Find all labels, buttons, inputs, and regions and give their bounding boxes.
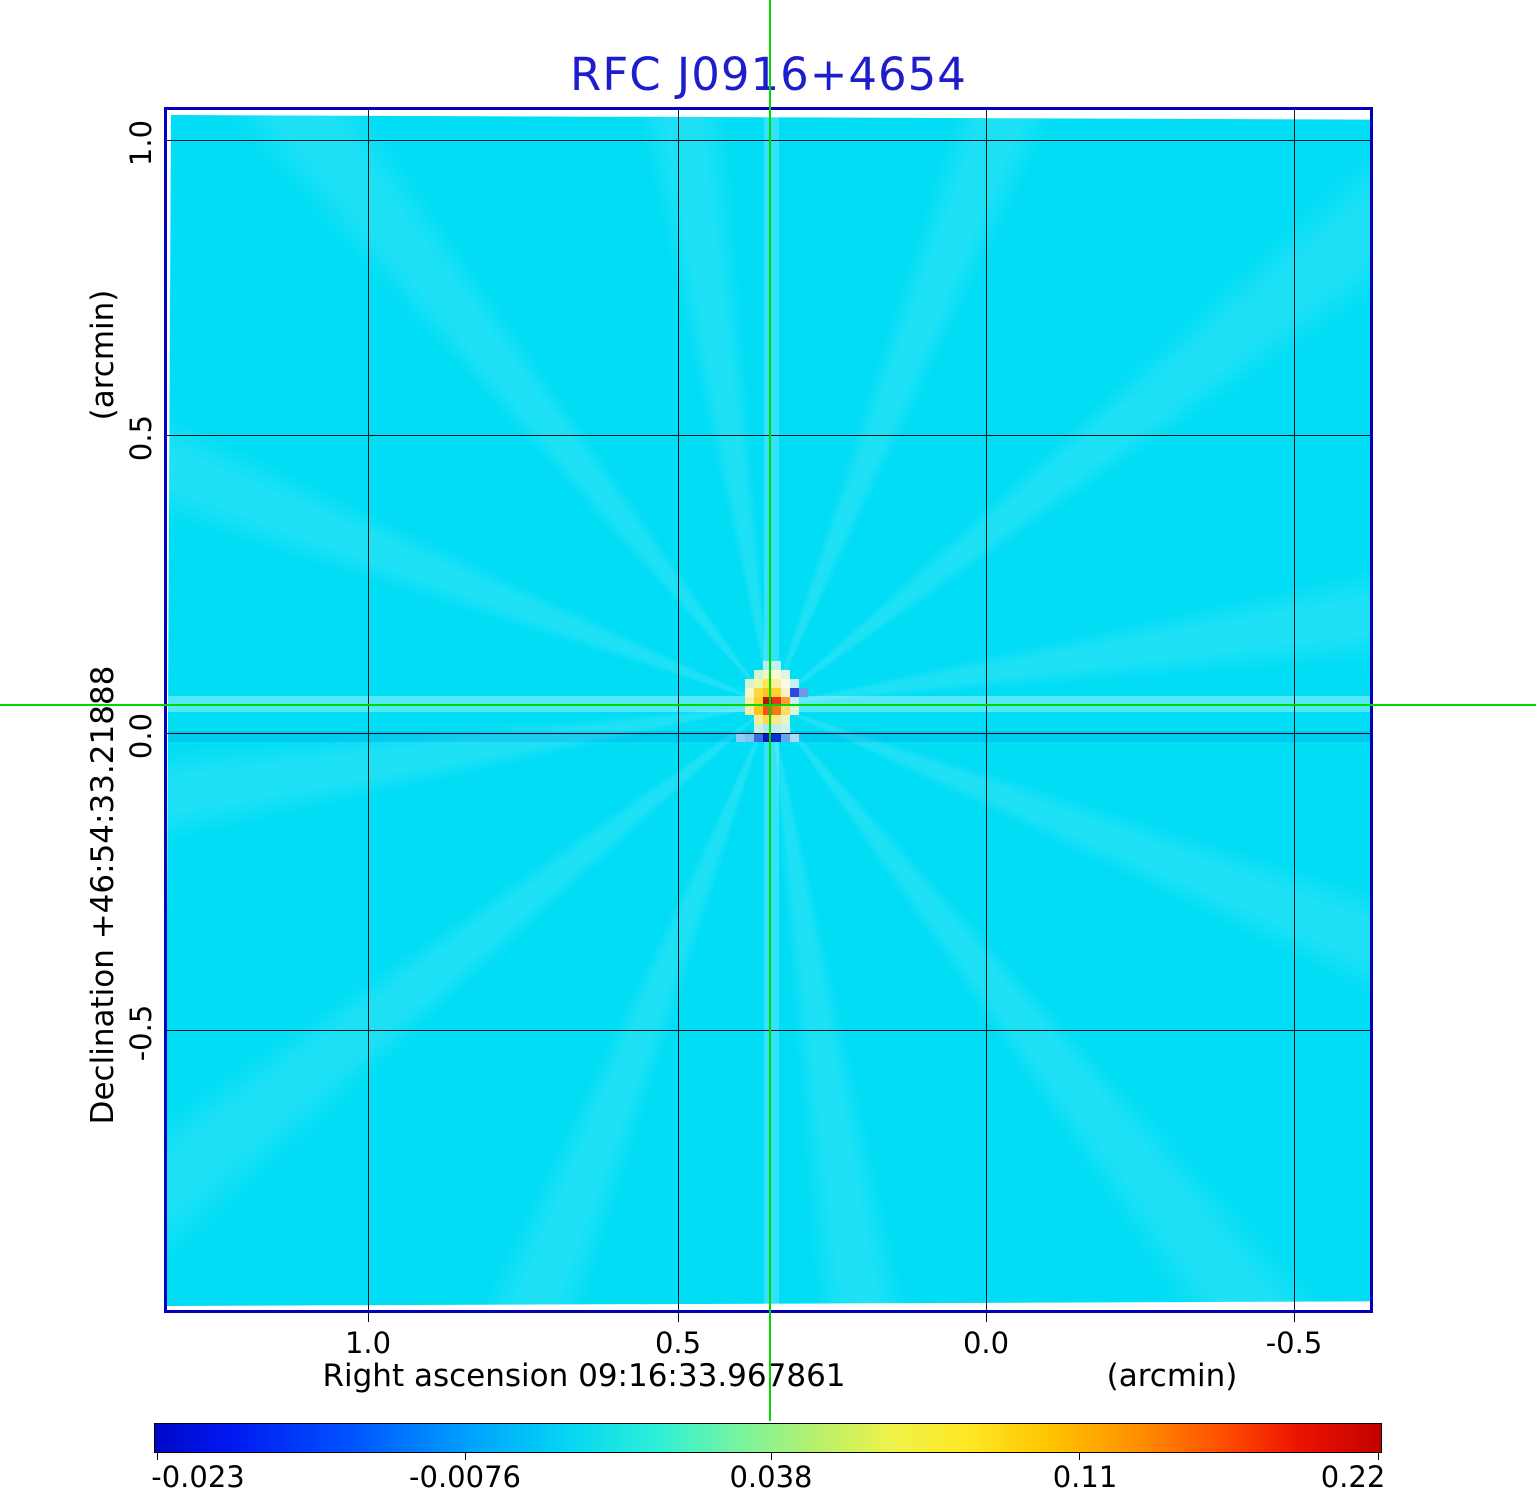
- source-pixel: [736, 733, 745, 742]
- source-pixel: [790, 733, 799, 742]
- x-tick-label: -0.5: [1265, 1326, 1323, 1360]
- source-pixel: [763, 670, 772, 679]
- horizontal-gridline: [167, 435, 1370, 436]
- source-pixel: [772, 688, 781, 697]
- source-pixel: [790, 706, 799, 715]
- x-axis-unit-label: (arcmin): [1106, 1358, 1238, 1394]
- source-pixel: [772, 715, 781, 724]
- source-pixel: [754, 724, 763, 733]
- y-tick-label: 0.5: [124, 414, 158, 462]
- source-pixel: [754, 688, 763, 697]
- central-source-blob: [736, 661, 808, 742]
- colorbar-tick-mark: [157, 1453, 158, 1460]
- colorbar-tick-mark: [1378, 1453, 1379, 1460]
- source-pixel: [781, 724, 790, 733]
- source-pixel: [781, 715, 790, 724]
- x-tick-mark: [368, 1313, 369, 1322]
- colorbar-tick-label: -0.0076: [409, 1460, 521, 1494]
- source-pixel: [772, 724, 781, 733]
- y-axis-unit-label: (arcmin): [85, 289, 121, 421]
- x-tick-mark: [678, 1313, 679, 1322]
- colorbar-tick-mark: [1079, 1453, 1080, 1460]
- source-pixel: [754, 697, 763, 706]
- source-pixel: [745, 679, 754, 688]
- colorbar-tick-mark: [771, 1453, 772, 1460]
- plot-frame: [164, 107, 1373, 1313]
- source-pixel: [763, 688, 772, 697]
- colorbar: [154, 1423, 1382, 1453]
- source-pixel: [763, 724, 772, 733]
- y-tick-label: 1.0: [124, 119, 158, 167]
- source-pixel: [772, 679, 781, 688]
- grid-layer: [167, 110, 1370, 1310]
- crosshair-horizontal-line: [0, 704, 1536, 706]
- vertical-gridline: [368, 110, 369, 1310]
- crosshair-vertical-line: [769, 0, 771, 1421]
- horizontal-gridline: [167, 140, 1370, 141]
- source-pixel: [745, 733, 754, 742]
- plot-title: RFC J0916+4654: [570, 48, 967, 101]
- x-tick-label: 1.0: [344, 1326, 392, 1360]
- source-pixel: [745, 688, 754, 697]
- source-pixel: [754, 733, 763, 742]
- source-pixel: [772, 733, 781, 742]
- source-pixel: [754, 706, 763, 715]
- source-pixel: [772, 697, 781, 706]
- source-pixel: [772, 661, 781, 670]
- source-pixel: [781, 706, 790, 715]
- x-tick-mark: [1294, 1313, 1295, 1322]
- x-tick-label: 0.5: [654, 1326, 702, 1360]
- horizontal-gridline: [167, 733, 1370, 734]
- source-pixel: [781, 688, 790, 697]
- source-pixel: [799, 688, 808, 697]
- source-pixel: [763, 679, 772, 688]
- source-pixel: [781, 697, 790, 706]
- y-axis-label: Declination +46:54:33.21888: [85, 665, 121, 1125]
- source-pixel: [754, 670, 763, 679]
- source-pixel: [745, 697, 754, 706]
- map-area: [167, 110, 1370, 1310]
- source-pixel: [763, 697, 772, 706]
- source-pixel: [772, 670, 781, 679]
- source-pixel: [790, 688, 799, 697]
- vertical-gridline: [678, 110, 679, 1310]
- source-pixel: [781, 733, 790, 742]
- source-pixel: [781, 670, 790, 679]
- horizontal-gridline: [167, 1030, 1370, 1031]
- colorbar-tick-label: 0.11: [1052, 1460, 1118, 1494]
- x-tick-mark: [986, 1313, 987, 1322]
- vertical-gridline: [986, 110, 987, 1310]
- source-pixel: [745, 706, 754, 715]
- x-axis-label: Right ascension 09:16:33.967861: [322, 1358, 846, 1394]
- y-tick-label: 0.0: [124, 712, 158, 760]
- source-pixel: [772, 706, 781, 715]
- y-tick-label: -0.5: [124, 1004, 158, 1062]
- source-pixel: [790, 679, 799, 688]
- source-pixel: [763, 715, 772, 724]
- colorbar-tick-label: 0.038: [729, 1460, 813, 1494]
- colorbar-tick-label: -0.023: [151, 1460, 245, 1494]
- colorbar-tick-label: 0.22: [1320, 1460, 1386, 1494]
- colorbar-tick-mark: [465, 1453, 466, 1460]
- vertical-gridline: [1294, 110, 1295, 1310]
- source-pixel: [754, 715, 763, 724]
- source-pixel: [781, 679, 790, 688]
- source-pixel: [763, 733, 772, 742]
- x-tick-label: 0.0: [962, 1326, 1010, 1360]
- source-pixel: [763, 661, 772, 670]
- source-pixel: [790, 697, 799, 706]
- source-pixel: [763, 706, 772, 715]
- source-pixel: [754, 679, 763, 688]
